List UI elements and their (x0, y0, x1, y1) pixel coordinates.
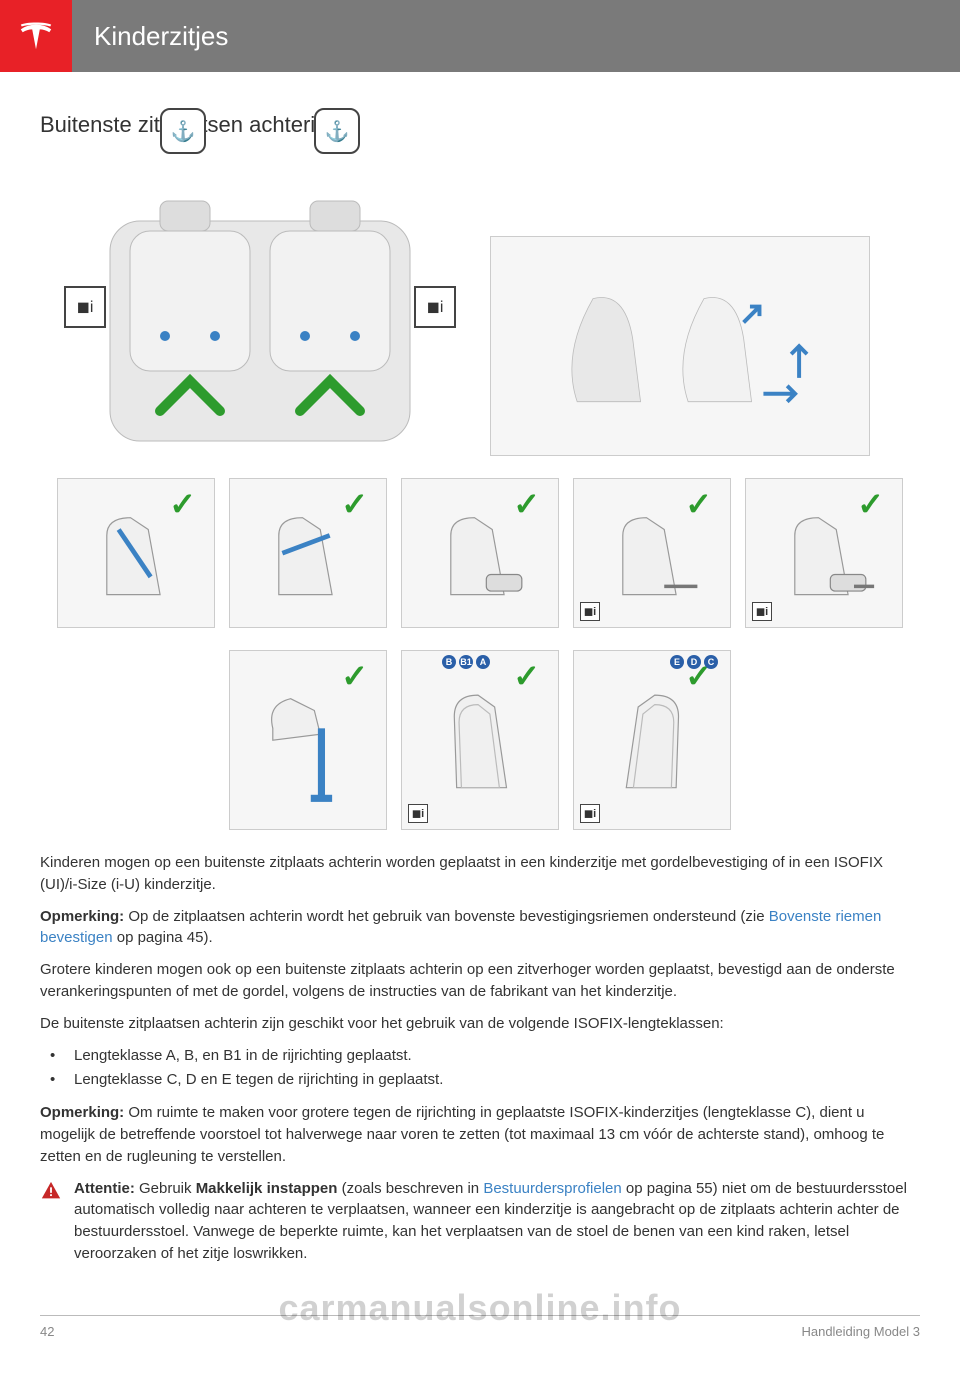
isofix-tag-icon: ◼i (580, 804, 600, 823)
isofix-tag-icon: ◼i (752, 602, 772, 621)
figure-seat-variant-2: ✓ (229, 478, 387, 628)
paragraph-booster: Grotere kinderen mogen ook op een buiten… (40, 959, 920, 1003)
paragraph-isofix-intro: De buitenste zitplaatsen achterin zijn g… (40, 1013, 920, 1035)
dot-c: C (704, 655, 718, 669)
check-icon: ✓ (341, 485, 368, 523)
page-number: 42 (40, 1324, 54, 1339)
page-title: Kinderzitjes (72, 0, 960, 72)
isofix-icon-left: ◼i (64, 286, 106, 328)
note1-text-b: op pagina 45). (113, 929, 213, 946)
figure-forward-facing-sizes: ✓ ◼i B B1 A (401, 650, 559, 830)
isofix-tag-icon: ◼i (580, 602, 600, 621)
paragraph-note2: Opmerking: Om ruimte te maken voor grote… (40, 1102, 920, 1167)
doc-title: Handleiding Model 3 (801, 1324, 920, 1339)
dot-d: D (687, 655, 701, 669)
figure-support-leg: ✓ (229, 650, 387, 830)
figure-row-main: ⚓ ⚓ ◼i ◼i (40, 156, 920, 466)
tether-icon-right: ⚓ (314, 108, 360, 154)
figure-grid-row2: ✓ ✓ ◼i B B1 A ✓ ◼i E D C (40, 650, 920, 830)
paragraph-intro: Kinderen mogen op een buitenste zitplaat… (40, 852, 920, 896)
warning-text: Attentie: Gebruik Makkelijk instappen (z… (74, 1178, 920, 1265)
isofix-tag-icon: ◼i (408, 804, 428, 823)
attn-b: (zoals beschreven in (337, 1180, 483, 1197)
figure-rear-seats-isofix: ⚓ ⚓ ◼i ◼i (90, 156, 430, 466)
check-icon: ✓ (169, 485, 196, 523)
dot-b1: B1 (459, 655, 473, 669)
size-dots-rear: E D C (670, 655, 718, 669)
list-item: Lengteklasse C, D en E tegen de rijricht… (40, 1068, 920, 1092)
attn-a: Gebruik (135, 1180, 196, 1197)
size-dots-forward: B B1 A (442, 655, 490, 669)
warning-block: Attentie: Gebruik Makkelijk instappen (z… (40, 1178, 920, 1265)
tether-icon-left: ⚓ (160, 108, 206, 154)
dot-e: E (670, 655, 684, 669)
note2-text: Om ruimte te maken voor grotere tegen de… (40, 1104, 884, 1165)
check-icon: ✓ (685, 485, 712, 523)
tesla-logo-icon (17, 17, 55, 55)
figure-front-seat-adjust (490, 236, 870, 456)
link-bestuurdersprofielen[interactable]: Bestuurdersprofielen (483, 1180, 621, 1197)
paragraph-note1: Opmerking: Op de zitplaatsen achterin wo… (40, 906, 920, 950)
figure-seat-variant-1: ✓ (57, 478, 215, 628)
figure-grid-row1: ✓ ✓ ✓ ✓ ◼i ✓ ◼i (40, 478, 920, 628)
isofix-icon-right: ◼i (414, 286, 456, 328)
note1-text-a: Op de zitplaatsen achterin wordt het geb… (124, 908, 769, 925)
attn-bold: Makkelijk instappen (196, 1180, 338, 1197)
note-label: Opmerking: (40, 908, 124, 925)
figure-rear-facing-sizes: ✓ ◼i E D C (573, 650, 731, 830)
page-header: Kinderzitjes (0, 0, 960, 72)
page-footer: 42 Handleiding Model 3 (40, 1315, 920, 1353)
check-icon: ✓ (341, 657, 368, 695)
check-icon: ✓ (513, 485, 540, 523)
check-icon: ✓ (857, 485, 884, 523)
warning-icon (40, 1178, 64, 1265)
figure-seat-variant-3: ✓ (401, 478, 559, 628)
list-item: Lengteklasse A, B, en B1 in de rijrichti… (40, 1044, 920, 1068)
page-content: Buitenste zitplaatsen achterin ⚓ ⚓ ◼i ◼i (0, 72, 960, 1285)
attention-label: Attentie: (74, 1180, 135, 1197)
check-icon: ✓ (513, 657, 540, 695)
tesla-logo-box (0, 0, 72, 72)
note-label: Opmerking: (40, 1104, 124, 1121)
figure-seat-variant-4: ✓ ◼i (573, 478, 731, 628)
isofix-class-list: Lengteklasse A, B, en B1 in de rijrichti… (40, 1044, 920, 1092)
dot-a: A (476, 655, 490, 669)
figure-seat-variant-5: ✓ ◼i (745, 478, 903, 628)
dot-b: B (442, 655, 456, 669)
